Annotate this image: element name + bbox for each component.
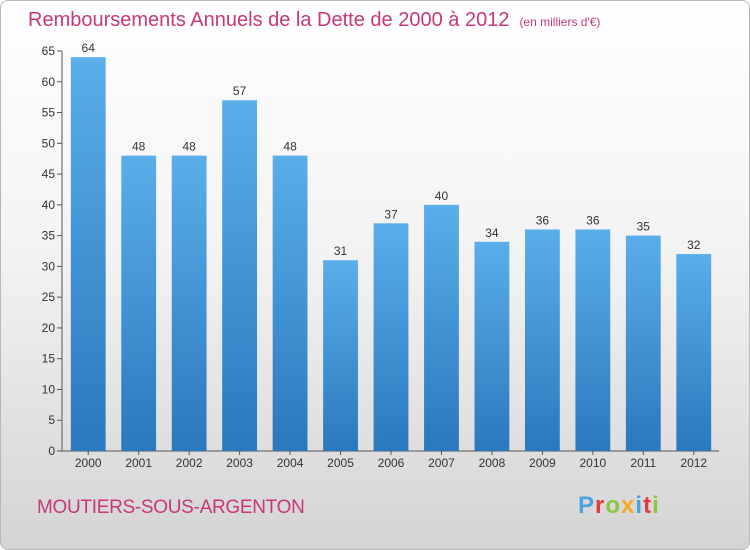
- bar: [524, 229, 560, 451]
- x-tick-label: 2002: [176, 456, 203, 470]
- bar: [575, 229, 611, 451]
- logo-letter: i: [652, 492, 660, 519]
- logo-letter: t: [643, 492, 653, 519]
- bar: [222, 100, 258, 451]
- x-tick-label: 2011: [630, 456, 656, 470]
- bar-value-label: 57: [233, 84, 247, 98]
- bars: 64 48 48 57 48 31 37 40 34 36 36 35 32: [70, 41, 712, 452]
- proxiti-logo: Proxiti: [578, 492, 660, 520]
- bar: [121, 155, 157, 451]
- bar-value-label: 48: [132, 140, 146, 154]
- x-axis: 2000 2001 2002 2003 2004 2005 2006 2007 2008 2009…: [62, 450, 719, 470]
- bar: [676, 254, 712, 451]
- chart-title: Remboursements Annuels de la Dette de 20…: [28, 9, 600, 32]
- bar-value-label: 36: [586, 213, 600, 227]
- y-tick-label: 5: [48, 413, 55, 427]
- logo-letter: i: [635, 492, 644, 519]
- y-tick-label: 50: [42, 136, 56, 150]
- bar: [171, 155, 207, 451]
- bar-value-label: 64: [82, 41, 96, 55]
- bar-value-label: 40: [435, 189, 449, 203]
- x-tick-label: 2005: [327, 456, 354, 470]
- x-tick-label: 2008: [479, 456, 506, 470]
- bar-value-label: 31: [334, 244, 348, 258]
- x-tick-label: 2006: [378, 456, 405, 470]
- bar: [625, 235, 661, 451]
- bar-value-label: 32: [687, 238, 701, 252]
- bar-value-label: 34: [485, 226, 499, 240]
- bar-value-label: 35: [637, 220, 651, 234]
- y-tick-label: 15: [42, 352, 56, 366]
- y-tick-label: 20: [42, 321, 56, 335]
- bar-value-label: 37: [384, 207, 398, 221]
- bar: [272, 155, 308, 451]
- logo-letter: P: [578, 492, 596, 519]
- chart-title-text: Remboursements Annuels de la Dette de 20…: [28, 9, 510, 31]
- y-tick-label: 10: [42, 382, 56, 396]
- y-tick-label: 30: [42, 259, 56, 273]
- x-tick-label: 2003: [226, 456, 253, 470]
- y-tick-label: 45: [42, 167, 56, 181]
- bar: [70, 57, 106, 452]
- x-tick-label: 2004: [277, 456, 304, 470]
- x-tick-label: 2000: [75, 456, 102, 470]
- chart-unit: (en milliers d'€): [519, 15, 601, 29]
- bar: [373, 223, 409, 451]
- y-tick-label: 35: [42, 229, 56, 243]
- logo-letter: x: [621, 492, 636, 519]
- x-tick-label: 2012: [680, 456, 707, 470]
- y-tick-label: 40: [42, 198, 56, 212]
- logo-letter: o: [605, 492, 622, 519]
- y-tick-label: 0: [48, 444, 55, 458]
- x-tick-label: 2001: [125, 456, 152, 470]
- bar-value-label: 36: [536, 213, 550, 227]
- x-tick-label: 2010: [579, 456, 606, 470]
- x-tick-label: 2007: [428, 456, 455, 470]
- bar: [424, 204, 459, 451]
- bar-value-label: 48: [182, 140, 196, 154]
- bar: [474, 241, 510, 451]
- y-tick-label: 25: [42, 290, 56, 304]
- y-axis: 0 5 10 15 20 25 30 35 40 45 50 55 60 65: [42, 44, 63, 458]
- bar: [323, 260, 358, 451]
- bar-value-label: 48: [283, 140, 297, 154]
- y-tick-label: 65: [42, 44, 56, 58]
- logo-letter: r: [595, 492, 606, 519]
- town-name: MOUTIERS-SOUS-ARGENTON: [37, 497, 305, 518]
- y-tick-label: 60: [42, 75, 56, 89]
- y-tick-label: 55: [42, 106, 56, 120]
- x-tick-label: 2009: [529, 456, 556, 470]
